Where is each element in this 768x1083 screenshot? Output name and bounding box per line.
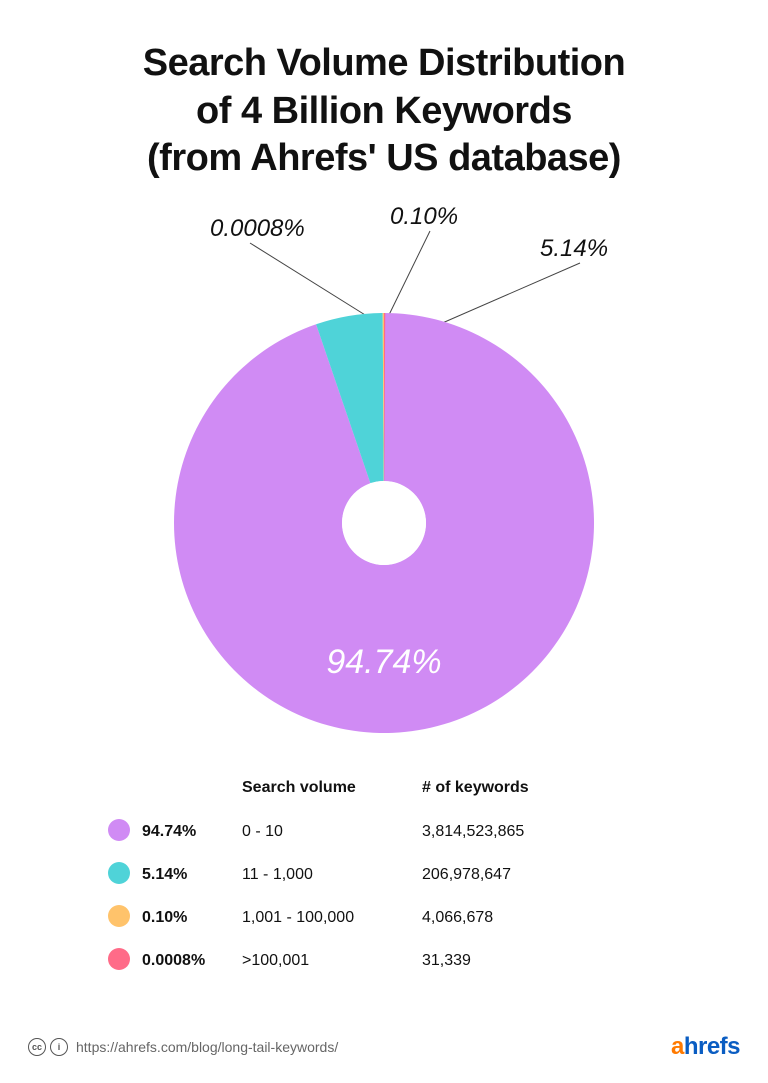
legend-pct: 0.10% — [138, 897, 238, 940]
callout-label: 5.14% — [540, 235, 608, 263]
legend-body: 94.74% 0 - 10 3,814,523,865 5.14% 11 - 1… — [104, 811, 664, 983]
legend-kw: 31,339 — [418, 940, 664, 983]
legend-pct: 94.74% — [138, 811, 238, 854]
footer-url: https://ahrefs.com/blog/long-tail-keywor… — [76, 1039, 338, 1055]
legend-row: 0.0008% >100,001 31,339 — [104, 940, 664, 983]
big-slice-label: 94.74% — [326, 643, 441, 682]
legend-sv: >100,001 — [238, 940, 418, 983]
legend-kw: 206,978,647 — [418, 854, 664, 897]
legend-row: 94.74% 0 - 10 3,814,523,865 — [104, 811, 664, 854]
callout-label: 0.10% — [390, 203, 458, 231]
title-line-3: (from Ahrefs' US database) — [147, 137, 621, 179]
legend-pct: 0.0008% — [138, 940, 238, 983]
legend-swatch — [108, 862, 130, 884]
legend-sv: 11 - 1,000 — [238, 854, 418, 897]
legend-swatch — [108, 948, 130, 970]
legend-swatch — [108, 905, 130, 927]
legend-row: 0.10% 1,001 - 100,000 4,066,678 — [104, 897, 664, 940]
legend-header-kw: # of keywords — [418, 773, 664, 811]
footer: cc i https://ahrefs.com/blog/long-tail-k… — [0, 1033, 768, 1061]
legend-sv: 0 - 10 — [238, 811, 418, 854]
legend-table: Search volume # of keywords 94.74% 0 - 1… — [104, 773, 664, 983]
legend-swatch — [108, 819, 130, 841]
legend-header-sv: Search volume — [238, 773, 418, 811]
title-line-2: of 4 Billion Keywords — [196, 90, 572, 132]
legend-sv: 1,001 - 100,000 — [238, 897, 418, 940]
cc-license-icon: cc i — [28, 1038, 68, 1056]
legend-pct: 5.14% — [138, 854, 238, 897]
legend-row: 5.14% 11 - 1,000 206,978,647 — [104, 854, 664, 897]
legend-kw: 3,814,523,865 — [418, 811, 664, 854]
ahrefs-logo: ahrefs — [671, 1033, 740, 1061]
title-line-1: Search Volume Distribution — [143, 42, 625, 84]
donut-chart: 94.74% 0.0008% 0.10% 5.14% — [0, 183, 768, 743]
page-title: Search Volume Distribution of 4 Billion … — [0, 0, 768, 183]
legend-kw: 4,066,678 — [418, 897, 664, 940]
callout-label: 0.0008% — [210, 215, 305, 243]
